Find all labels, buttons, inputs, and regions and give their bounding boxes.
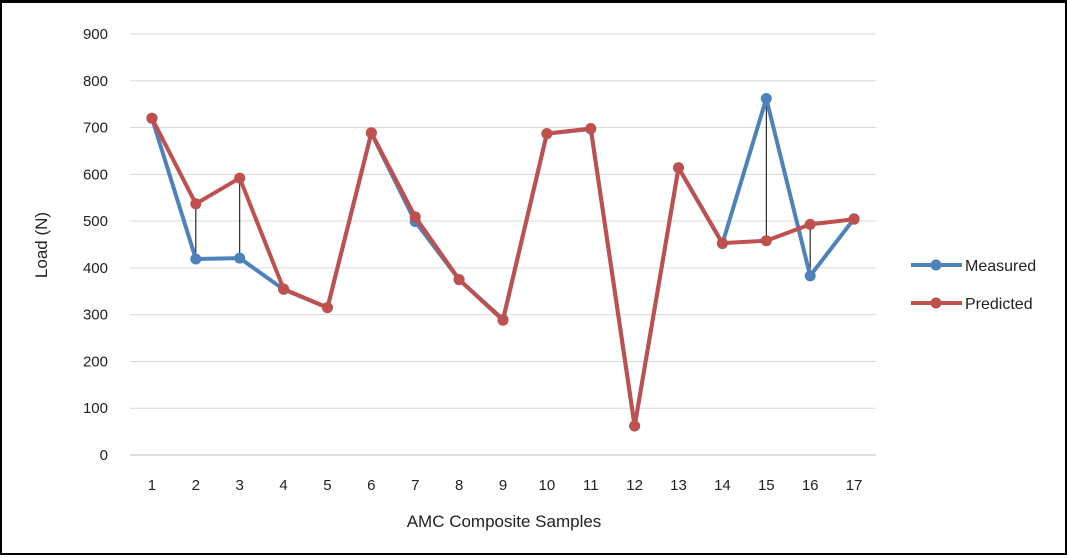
data-point: [848, 213, 860, 225]
y-tick-label: 800: [83, 73, 108, 90]
data-point: [804, 270, 816, 282]
data-point: [321, 302, 333, 314]
legend-marker: [930, 297, 942, 309]
data-point: [190, 253, 202, 265]
data-point: [541, 128, 553, 140]
y-tick-label: 0: [100, 447, 108, 464]
data-point: [629, 420, 641, 432]
data-point: [760, 235, 772, 247]
data-point: [673, 162, 685, 174]
x-tick-label: 4: [279, 477, 287, 494]
x-tick-label: 10: [539, 477, 556, 494]
data-point: [453, 274, 465, 286]
legend: Measured Predicted: [911, 258, 1036, 313]
x-tick-label: 7: [411, 477, 419, 494]
data-point: [409, 211, 421, 223]
data-point: [760, 93, 772, 105]
y-tick-label: 900: [83, 26, 108, 43]
x-tick-label: 13: [670, 477, 687, 494]
legend-item-predicted: Predicted: [911, 296, 1033, 313]
data-point: [234, 172, 246, 184]
y-tick-label: 500: [83, 213, 108, 230]
series-group: [146, 93, 860, 432]
series-predicted: [146, 112, 860, 432]
x-tick-label: 3: [236, 477, 244, 494]
legend-label: Measured: [965, 258, 1036, 275]
y-axis-title: Load (N): [32, 212, 51, 278]
data-point: [234, 252, 246, 264]
x-tick-label: 2: [192, 477, 200, 494]
data-point: [497, 314, 509, 326]
gridlines: [130, 33, 876, 456]
y-tick-label: 700: [83, 120, 108, 137]
x-tick-label: 5: [323, 477, 331, 494]
x-tick-label: 12: [626, 477, 643, 494]
y-axis-ticks: 0 100 200 300 400 500 600 700 800 900: [83, 26, 108, 464]
data-point: [190, 198, 202, 210]
x-axis-title: AMC Composite Samples: [407, 512, 602, 531]
series-line: [149, 96, 857, 428]
x-tick-label: 16: [802, 477, 819, 494]
x-tick-label: 6: [367, 477, 375, 494]
y-tick-label: 600: [83, 166, 108, 183]
data-point: [365, 127, 377, 139]
x-tick-label: 14: [714, 477, 731, 494]
data-point: [716, 237, 728, 249]
y-tick-label: 200: [83, 353, 108, 370]
y-tick-label: 300: [83, 307, 108, 324]
legend-marker: [930, 259, 942, 271]
x-tick-label: 17: [846, 477, 863, 494]
x-tick-label: 9: [499, 477, 507, 494]
y-tick-label: 100: [83, 400, 108, 417]
legend-label: Predicted: [965, 296, 1033, 313]
data-point: [585, 122, 597, 134]
x-axis-ticks: 1 2 3 4 5 6 7 8 9 10 11 12 13 14 15 16 17: [148, 477, 863, 494]
data-point: [146, 112, 158, 124]
y-tick-label: 400: [83, 260, 108, 277]
x-tick-label: 8: [455, 477, 463, 494]
series-measured: [146, 93, 860, 432]
data-point: [804, 218, 816, 230]
legend-item-measured: Measured: [911, 258, 1036, 275]
x-tick-label: 11: [583, 477, 599, 494]
data-point: [278, 283, 290, 295]
x-tick-label: 1: [148, 477, 156, 494]
x-tick-label: 15: [758, 477, 775, 494]
